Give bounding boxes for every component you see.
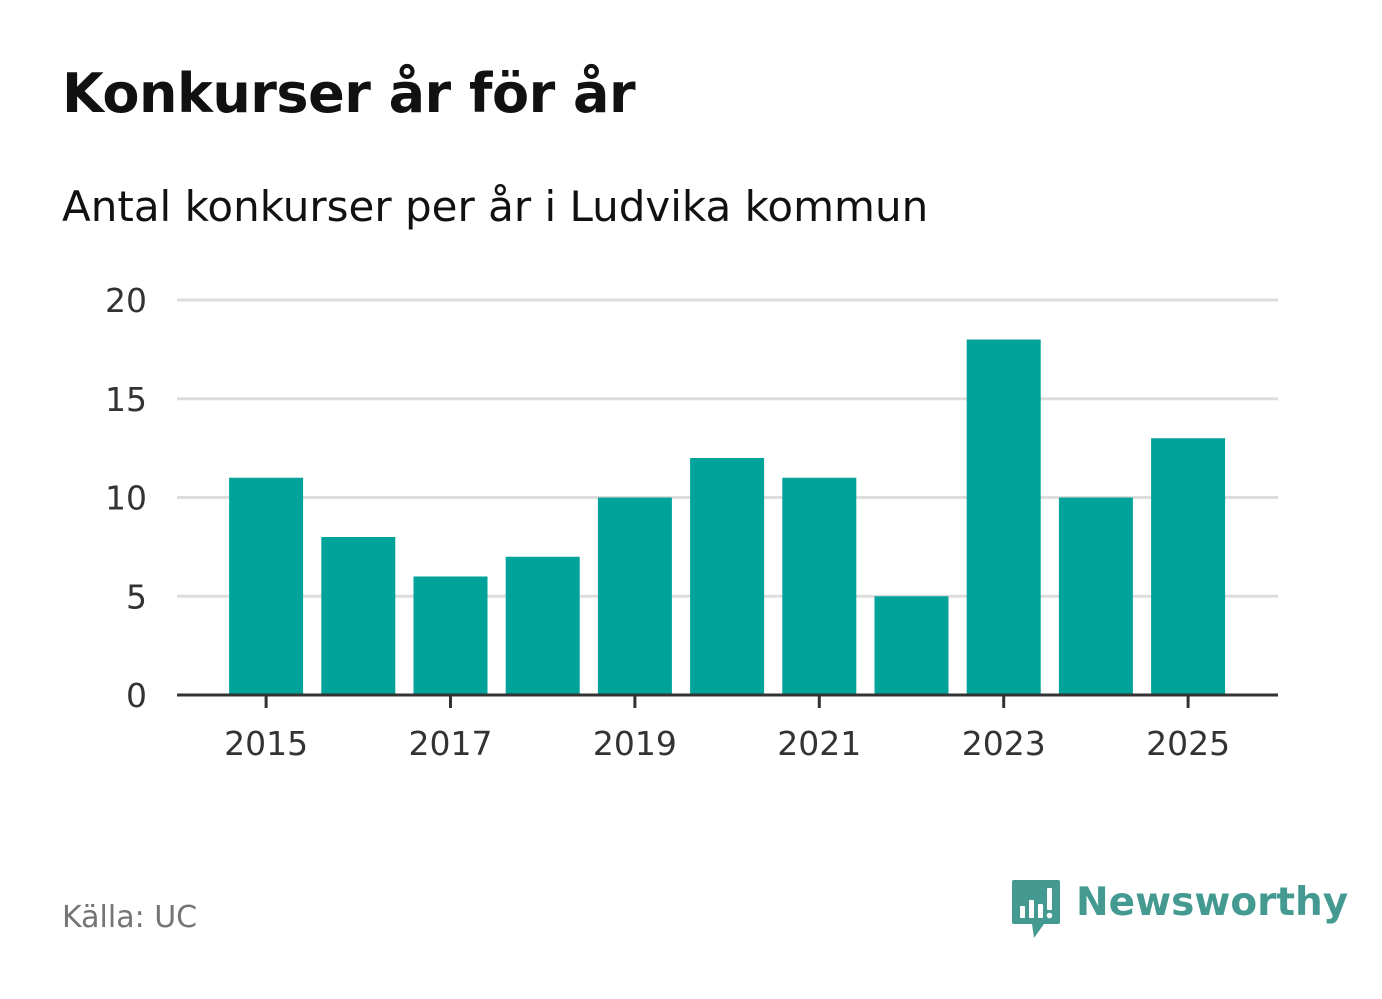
bar-2016 (321, 537, 396, 695)
bar-2025 (1151, 438, 1226, 695)
bar-2024 (1058, 497, 1133, 695)
brand-name: Newsworthy (1076, 880, 1349, 925)
bar-2021 (782, 477, 857, 695)
chart-title: Konkurser år för år (62, 62, 636, 125)
y-tick-label-0: 0 (126, 676, 147, 715)
newsworthy-logo-icon (1012, 880, 1060, 938)
x-tick-label-2017: 2017 (409, 724, 493, 763)
y-tick-label-15: 15 (105, 380, 147, 419)
bars (229, 339, 1226, 695)
bar-2017 (413, 576, 488, 695)
x-tick-label-2025: 2025 (1146, 724, 1230, 763)
x-tick-label-2015: 2015 (224, 724, 308, 763)
bar-2018 (505, 556, 580, 695)
x-tick-label-2019: 2019 (593, 724, 677, 763)
bar-2022 (874, 596, 949, 695)
source-note: Källa: UC (62, 900, 198, 935)
chart-subtitle: Antal konkurser per år i Ludvika kommun (62, 182, 929, 231)
y-tick-label-5: 5 (126, 577, 147, 616)
x-axis-labels: 2015 2017 2019 2021 2023 2025 (224, 724, 1230, 763)
bar-2023 (966, 339, 1041, 695)
x-tick-label-2023: 2023 (962, 724, 1046, 763)
bar-2015 (229, 477, 304, 695)
y-tick-label-20: 20 (105, 281, 147, 320)
y-axis-labels: 0 5 10 15 20 (105, 281, 147, 715)
x-tick-label-2021: 2021 (777, 724, 861, 763)
bar-2020 (690, 458, 765, 695)
y-tick-label-10: 10 (105, 479, 147, 518)
brand: Newsworthy (1010, 878, 1348, 940)
axes (177, 693, 1278, 708)
bar-2019 (597, 497, 672, 695)
